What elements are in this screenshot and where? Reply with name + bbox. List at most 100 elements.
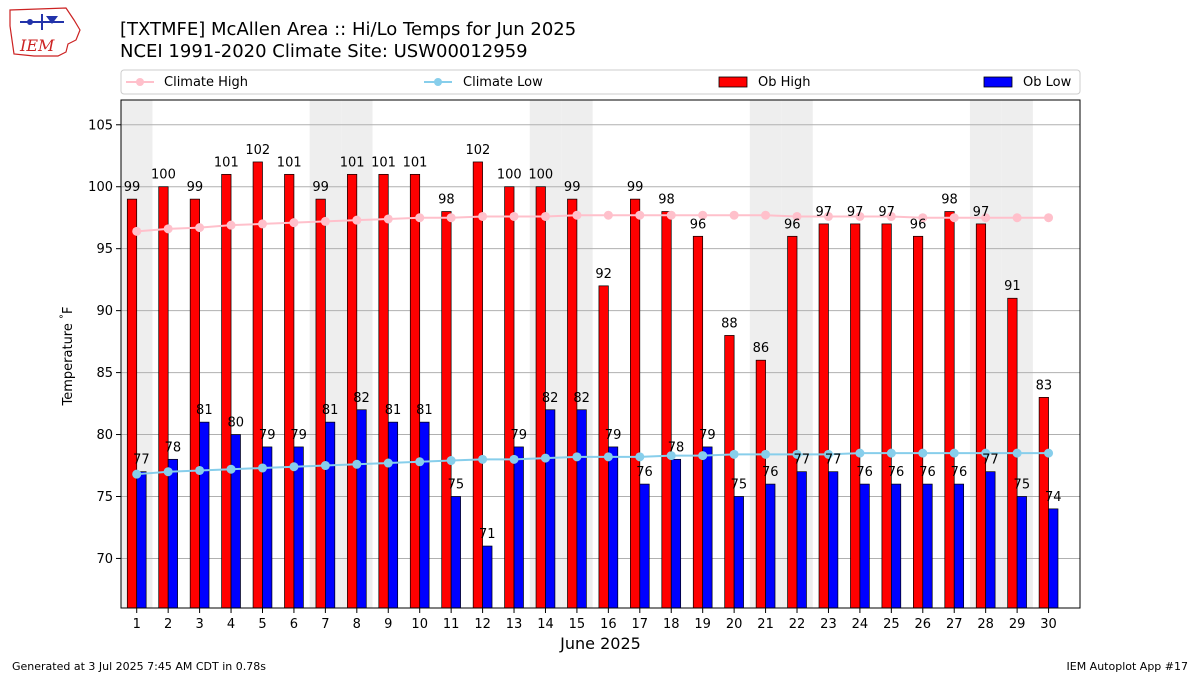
ob-low-bar bbox=[985, 471, 996, 609]
legend-box bbox=[120, 69, 1081, 95]
ob-high-label: 98 bbox=[658, 193, 675, 208]
climate-high-point bbox=[949, 213, 959, 223]
ob-high-bar bbox=[818, 223, 829, 609]
climate-low-point bbox=[572, 452, 582, 462]
legend-item-climate-low: Climate Low bbox=[424, 75, 543, 90]
climate-high-point bbox=[792, 211, 802, 221]
y-axis: 70 75 80 85 90 95 100 105 bbox=[88, 118, 121, 567]
ob-high-label: 101 bbox=[340, 155, 365, 170]
ob-low-bar bbox=[890, 483, 902, 609]
climate-low-point bbox=[195, 465, 205, 475]
ob-high-bar bbox=[158, 186, 169, 609]
ob-low-label: 82 bbox=[353, 391, 370, 406]
ob-low-bar bbox=[733, 496, 744, 609]
climate-low-point bbox=[729, 449, 739, 459]
climate-high-point bbox=[163, 224, 173, 234]
climate-low-point bbox=[415, 457, 425, 467]
x-tick-label: 14 bbox=[537, 617, 554, 632]
ob-low-label: 76 bbox=[762, 465, 779, 480]
ob-high-bar bbox=[441, 211, 452, 609]
x-tick-label: 22 bbox=[789, 617, 806, 632]
climate-low-point bbox=[761, 449, 771, 459]
x-tick-label: 21 bbox=[757, 617, 774, 632]
ob-low-bar bbox=[356, 409, 367, 609]
ob-high-bar bbox=[692, 235, 704, 609]
ob-low-label: 77 bbox=[793, 453, 810, 468]
ob-low-bar bbox=[230, 434, 241, 609]
climate-high-point bbox=[761, 210, 771, 220]
climate-high-point bbox=[603, 210, 613, 220]
legend-label-climate-high: Climate High bbox=[164, 75, 248, 90]
ob-low-bar bbox=[796, 471, 807, 609]
climate-high-point bbox=[981, 213, 991, 223]
ob-high-bar bbox=[126, 198, 138, 609]
ob-low-label: 74 bbox=[1045, 490, 1062, 505]
climate-high-point bbox=[540, 211, 550, 221]
ob-low-label: 75 bbox=[1014, 477, 1031, 492]
y-tick-label: 85 bbox=[96, 366, 113, 381]
climate-high-point bbox=[729, 210, 739, 220]
climate-high-point bbox=[918, 213, 928, 223]
ob-high-label: 99 bbox=[124, 180, 141, 195]
climate-low-point bbox=[635, 452, 645, 462]
climate-low-point bbox=[981, 448, 991, 458]
ob-low-bar bbox=[513, 446, 524, 609]
climate-high-line bbox=[136, 214, 1049, 233]
ob-high-label: 101 bbox=[214, 155, 239, 170]
climate-high-point bbox=[132, 226, 142, 236]
generated-note: Generated at 3 Jul 2025 7:45 AM CDT in 0… bbox=[12, 660, 266, 673]
climate-high-point bbox=[226, 220, 236, 230]
plot-frame bbox=[120, 99, 1081, 609]
ob-high-label: 88 bbox=[721, 316, 738, 331]
ob-low-label: 82 bbox=[573, 391, 590, 406]
bar-series bbox=[126, 161, 1059, 609]
x-tick-label: 12 bbox=[474, 617, 491, 632]
x-tick-label: 16 bbox=[600, 617, 617, 632]
ob-high-label: 96 bbox=[784, 217, 801, 232]
x-tick-label: 29 bbox=[1009, 617, 1026, 632]
ob-low-bar bbox=[167, 458, 178, 609]
x-tick-label: 3 bbox=[195, 617, 203, 632]
ob-low-label: 81 bbox=[196, 403, 213, 418]
ob-high-bar bbox=[504, 186, 515, 609]
iem-logo: IEM bbox=[9, 7, 81, 57]
climate-low-point bbox=[1044, 448, 1054, 458]
ob-high-label: 99 bbox=[564, 180, 581, 195]
legend-label-ob-high: Ob High bbox=[758, 75, 811, 90]
ob-low-bar bbox=[859, 483, 870, 609]
ob-high-bar bbox=[378, 173, 389, 609]
ob-low-label: 82 bbox=[542, 391, 559, 406]
climate-high-point bbox=[478, 211, 488, 221]
x-tick-label: 9 bbox=[384, 617, 392, 632]
climate-low-point bbox=[257, 463, 267, 473]
ob-high-label: 99 bbox=[627, 180, 644, 195]
x-tick-label: 11 bbox=[443, 617, 460, 632]
x-tick-label: 24 bbox=[852, 617, 869, 632]
x-tick-label: 25 bbox=[883, 617, 900, 632]
climate-low-point bbox=[289, 462, 299, 472]
ob-high-label: 91 bbox=[1004, 279, 1021, 294]
x-tick-label: 6 bbox=[290, 617, 298, 632]
climate-high-point bbox=[383, 214, 393, 224]
ob-high-bar bbox=[630, 198, 641, 609]
ob-low-bar bbox=[450, 496, 461, 609]
ob-low-label: 78 bbox=[668, 440, 685, 455]
x-tick-label: 1 bbox=[133, 617, 141, 632]
ob-high-label: 86 bbox=[753, 341, 770, 356]
climate-low-point bbox=[383, 458, 393, 468]
ob-low-bar bbox=[639, 483, 650, 609]
ob-high-bar bbox=[881, 223, 892, 609]
ob-low-label: 77 bbox=[982, 453, 999, 468]
ob-low-bar bbox=[828, 471, 839, 609]
x-tick-label: 27 bbox=[946, 617, 963, 632]
climate-high-point bbox=[257, 219, 267, 229]
climate-low-point bbox=[918, 448, 928, 458]
ob-high-bar bbox=[724, 335, 735, 609]
ob-low-label: 71 bbox=[479, 527, 496, 542]
ob-low-bar bbox=[576, 409, 587, 609]
ob-high-bar bbox=[598, 285, 609, 609]
ob-high-label: 102 bbox=[465, 143, 490, 158]
ob-low-bar bbox=[922, 483, 933, 609]
climate-low-point bbox=[792, 449, 802, 459]
